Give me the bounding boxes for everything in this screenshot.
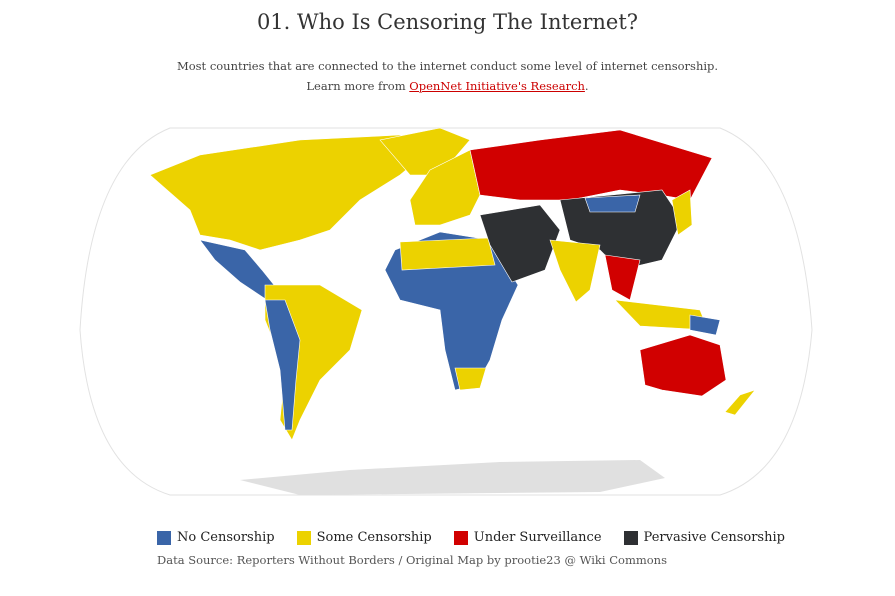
world-map	[79, 127, 813, 496]
russia	[469, 129, 713, 201]
title: 01. Who Is Censoring The Internet?	[256, 10, 639, 34]
papua	[689, 314, 721, 336]
new-zealand	[724, 389, 756, 416]
legend-item: Under Surveillance	[453, 530, 602, 545]
legend-swatch	[296, 530, 311, 545]
legend-item: Pervasive Censorship	[623, 530, 785, 545]
antarctica	[240, 460, 665, 495]
southeast-asia	[604, 254, 641, 301]
legend-swatch	[453, 530, 468, 545]
legend-label: No Censorship	[177, 530, 275, 545]
legend-label: Some Censorship	[316, 530, 432, 545]
legend-item: Some Censorship	[296, 530, 432, 545]
legend-item: No Censorship	[157, 530, 275, 545]
subtitle: Most countries that are connected to the…	[176, 59, 719, 73]
learn-suffix: .	[584, 79, 589, 93]
learn-more: Learn more from OpenNet Initiative's Res…	[0, 79, 895, 93]
learn-prefix: Learn more from	[306, 79, 410, 93]
legend-label: Pervasive Censorship	[643, 530, 785, 545]
north-america	[149, 134, 431, 251]
source: Data Source: Reporters Without Borders /…	[157, 553, 667, 567]
north-africa	[399, 237, 496, 271]
legend-swatch	[157, 530, 171, 545]
japan	[671, 189, 693, 236]
europe	[409, 149, 481, 226]
india	[549, 239, 601, 303]
learn-link[interactable]: OpenNet Initiative's Research	[409, 79, 585, 93]
south-africa	[454, 367, 487, 391]
middle-east	[479, 204, 561, 283]
legend-label: Under Surveillance	[473, 530, 602, 545]
south-america-west	[264, 299, 301, 431]
map-outline	[79, 127, 813, 496]
legend-swatch	[623, 530, 638, 545]
australia	[639, 334, 727, 397]
mongolia	[584, 194, 641, 213]
legend: No Censorship Some Censorship Under Survei…	[157, 530, 785, 545]
